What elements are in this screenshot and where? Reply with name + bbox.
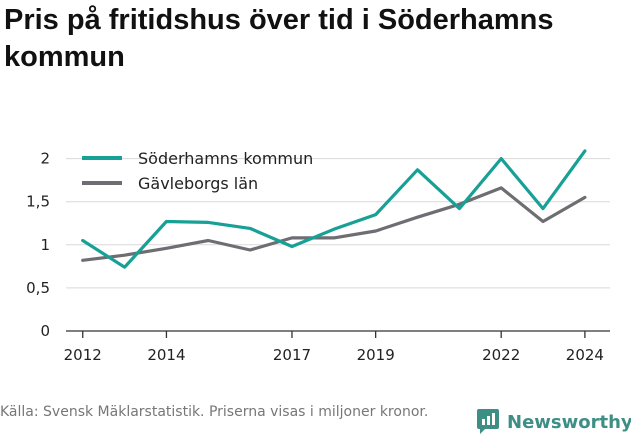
series-line-gävleborgs-län	[81, 186, 587, 262]
y-tick-label: 1,5	[26, 193, 50, 211]
legend-label: Gävleborgs län	[138, 174, 258, 193]
newsworthy-logo-icon	[477, 409, 499, 434]
legend: Söderhamns kommun Gävleborgs län	[82, 149, 313, 193]
brand-name: Newsworthy	[507, 411, 631, 433]
series-lines	[81, 149, 587, 269]
x-tick-label: 2014	[147, 346, 185, 364]
y-axis-ticks: 0 0,5 1 1,5 2	[26, 150, 50, 340]
source-note: Källa: Svensk Mäklarstatistik. Priserna …	[0, 404, 429, 420]
x-tick-label: 2024	[566, 346, 604, 364]
chart-title: Pris på fritidshus över tid i Söderhamns…	[4, 4, 554, 73]
series-line-söderhamns-kommun	[81, 149, 587, 269]
y-tick-label: 2	[40, 150, 50, 168]
y-tick-label: 1	[40, 236, 50, 254]
legend-label: Söderhamns kommun	[138, 149, 313, 168]
x-tick-label: 2019	[357, 346, 395, 364]
y-tick-label: 0	[40, 322, 50, 340]
x-tick-label: 2022	[482, 346, 520, 364]
brand[interactable]: Newsworthy	[476, 405, 631, 439]
y-tick-label: 0,5	[26, 279, 50, 297]
x-tick-label: 2017	[273, 346, 311, 364]
x-axis: 2012 2014 2017 2019 2022 2024	[64, 330, 610, 364]
line-chart: 0 0,5 1 1,5 2 2012 2014 2017 2019 2022 2024 Söder…	[26, 149, 610, 364]
x-tick-label: 2012	[64, 346, 102, 364]
